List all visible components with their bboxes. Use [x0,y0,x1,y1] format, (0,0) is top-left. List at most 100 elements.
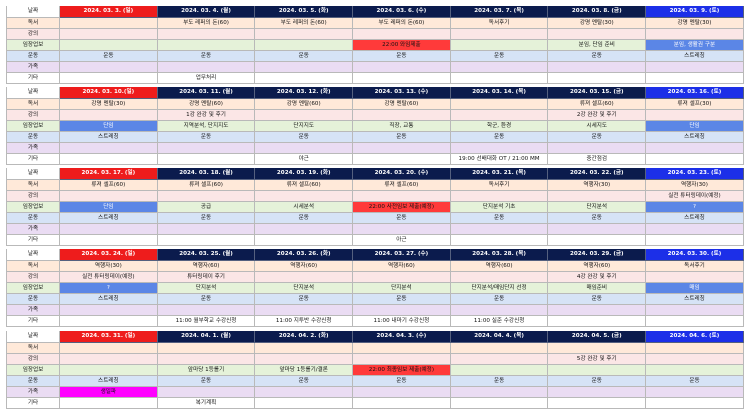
schedule-cell[interactable]: 류져 셀프(60) [353,180,451,191]
schedule-cell[interactable]: 스트레칭 [646,213,744,224]
date-header[interactable]: 2024. 03. 27. (수) [353,249,451,261]
date-header[interactable]: 2024. 03. 28. (목) [450,249,549,261]
schedule-cell[interactable]: 직장, 교통 [353,121,451,132]
schedule-cell[interactable] [450,365,549,376]
schedule-cell[interactable]: 11:00 실준 수강신청 [450,316,549,327]
schedule-cell[interactable] [450,143,549,154]
schedule-cell[interactable] [255,387,354,398]
schedule-cell[interactable]: 앞마당 1등롤기 [157,365,256,376]
schedule-cell[interactable]: 독서후기 [450,180,549,191]
date-header[interactable]: 2024. 03. 30. (토) [646,249,744,261]
schedule-cell[interactable]: 운동 [548,376,647,387]
schedule-cell[interactable] [548,143,647,154]
schedule-cell[interactable]: 스트레칭 [60,132,158,143]
schedule-cell[interactable]: 단임 [60,202,158,213]
schedule-cell[interactable] [60,110,158,121]
date-header[interactable]: 2024. 03. 5. (화) [255,6,354,18]
schedule-cell[interactable] [646,62,744,73]
schedule-cell[interactable]: 2강 완강 및 후기 [548,110,647,121]
schedule-cell[interactable]: 강명 멘탈(30) [646,18,744,29]
schedule-cell[interactable] [60,316,158,327]
date-header[interactable]: 2024. 03. 29. (금) [548,249,647,261]
schedule-cell[interactable] [60,224,158,235]
schedule-cell[interactable] [548,73,647,84]
schedule-cell[interactable]: 11:00 지투반 수강신청 [255,316,354,327]
schedule-cell[interactable]: 역행자(60) [548,261,647,272]
schedule-cell[interactable] [60,73,158,84]
schedule-cell[interactable]: 류져 셀프(60) [157,180,256,191]
schedule-cell[interactable] [450,73,549,84]
schedule-cell[interactable] [450,29,549,40]
schedule-cell[interactable]: 강명 멘탈(60) [353,99,451,110]
date-header[interactable]: 2024. 03. 4. (월) [157,6,256,18]
schedule-cell[interactable]: 단임 [646,121,744,132]
schedule-cell[interactable]: 운동 [450,132,549,143]
schedule-cell[interactable] [353,354,451,365]
schedule-cell[interactable] [646,224,744,235]
schedule-cell[interactable]: 역행자(30) [548,180,647,191]
schedule-cell[interactable]: 11:00 내마기 수강신청 [353,316,451,327]
schedule-cell[interactable] [255,235,354,246]
schedule-cell[interactable] [450,110,549,121]
schedule-cell[interactable] [255,343,354,354]
schedule-cell[interactable]: 독서후기 [646,261,744,272]
schedule-cell[interactable]: 스트레칭 [646,132,744,143]
date-header[interactable]: 2024. 03. 25. (월) [157,249,256,261]
schedule-cell[interactable] [255,191,354,202]
schedule-cell[interactable]: 22:00 최종임보 제출(예정) [353,365,451,376]
schedule-cell[interactable]: 아근 [353,235,451,246]
schedule-cell[interactable] [548,316,647,327]
date-header[interactable]: 2024. 04. 6. (토) [646,331,744,343]
date-header[interactable]: 2024. 03. 7. (목) [450,6,549,18]
schedule-cell[interactable]: ? [60,283,158,294]
schedule-cell[interactable]: ? [646,202,744,213]
schedule-cell[interactable] [450,40,549,51]
schedule-cell[interactable] [255,29,354,40]
schedule-cell[interactable] [353,387,451,398]
date-header[interactable]: 2024. 03. 17. (일) [60,168,158,180]
schedule-cell[interactable] [60,235,158,246]
schedule-cell[interactable]: 역행자(60) [450,261,549,272]
schedule-cell[interactable]: 업무처리 [157,73,256,84]
schedule-cell[interactable] [548,224,647,235]
schedule-cell[interactable] [255,143,354,154]
schedule-cell[interactable] [255,224,354,235]
schedule-cell[interactable]: 역행자(60) [353,261,451,272]
schedule-cell[interactable]: 부도 레퍼의 돈(60) [255,18,354,29]
schedule-cell[interactable]: 단임 [60,121,158,132]
schedule-cell[interactable] [646,29,744,40]
schedule-cell[interactable]: 복기계획 [157,398,256,409]
schedule-cell[interactable]: 운동 [353,294,451,305]
schedule-cell[interactable] [548,398,647,409]
schedule-cell[interactable]: 류져 셀프(60) [60,180,158,191]
schedule-cell[interactable]: 운동 [255,376,354,387]
schedule-cell[interactable] [255,40,354,51]
schedule-cell[interactable] [450,305,549,316]
schedule-cell[interactable] [450,398,549,409]
date-header[interactable]: 2024. 03. 21. (목) [450,168,549,180]
schedule-cell[interactable] [450,62,549,73]
schedule-cell[interactable]: 운동 [353,376,451,387]
schedule-cell[interactable] [450,343,549,354]
schedule-cell[interactable] [548,29,647,40]
schedule-cell[interactable] [353,272,451,283]
date-header[interactable]: 2024. 03. 12. (화) [255,87,354,99]
schedule-cell[interactable]: 운동 [548,132,647,143]
schedule-cell[interactable]: 부도 레퍼의 돈(60) [353,18,451,29]
date-header[interactable]: 2024. 03. 14. (목) [450,87,549,99]
schedule-cell[interactable]: 22:00 와임제출 [353,40,451,51]
schedule-cell[interactable]: 19:00 선배대화 OT / 21:00 MM [450,154,549,165]
schedule-cell[interactable]: 시세분석 [255,202,354,213]
date-header[interactable]: 2024. 03. 23. (토) [646,168,744,180]
schedule-cell[interactable] [157,354,256,365]
schedule-cell[interactable] [353,191,451,202]
schedule-cell[interactable]: 5강 완강 및 후기 [548,354,647,365]
schedule-cell[interactable] [646,143,744,154]
schedule-cell[interactable] [353,143,451,154]
schedule-cell[interactable] [60,40,158,51]
date-header[interactable]: 2024. 03. 26. (화) [255,249,354,261]
schedule-cell[interactable] [60,305,158,316]
schedule-cell[interactable]: 운동 [548,213,647,224]
schedule-cell[interactable]: 공급 [157,202,256,213]
schedule-cell[interactable]: 스트레칭 [646,294,744,305]
